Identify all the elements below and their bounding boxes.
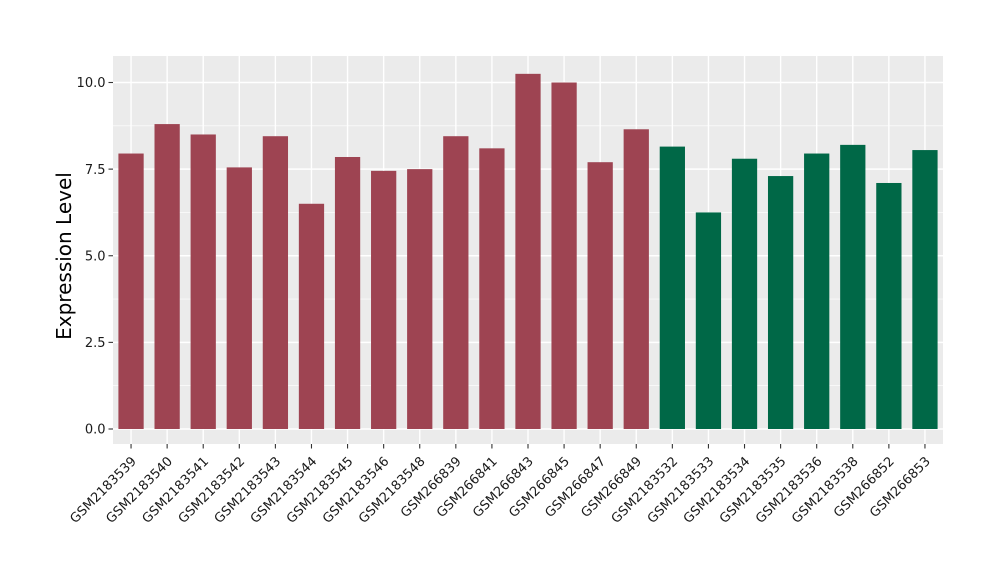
bar-GSM2183536: [804, 153, 830, 429]
y-tick-label: 7.5: [85, 163, 106, 178]
y-tick-label: 0.0: [85, 423, 106, 438]
bar-GSM2183533: [695, 212, 722, 429]
bar-GSM2183538: [840, 144, 866, 429]
bar-GSM2183544: [298, 203, 325, 429]
bar-GSM266849: [623, 129, 649, 429]
bar-GSM266845: [551, 82, 577, 429]
bar-GSM2183532: [659, 146, 685, 430]
bar-GSM266847: [587, 162, 613, 429]
y-tick-label: 10.0: [77, 76, 106, 91]
bar-GSM2183546: [371, 170, 397, 430]
bar-GSM2183543: [262, 136, 289, 429]
y-tick-label: 2.5: [85, 336, 106, 351]
bar-GSM2183541: [190, 134, 216, 429]
bar-GSM266852: [876, 182, 902, 429]
y-tick-label: 5.0: [85, 249, 106, 264]
bar-GSM2183540: [154, 124, 180, 429]
bar-GSM266843: [515, 73, 541, 430]
bars-layer: [118, 73, 938, 430]
bar-GSM266839: [443, 136, 469, 429]
bar-GSM2183535: [767, 176, 794, 429]
y-axis-title: Expression Level: [52, 172, 76, 340]
bar-GSM266853: [912, 150, 938, 429]
bar-GSM2183534: [731, 158, 758, 430]
bar-GSM2183548: [407, 169, 433, 429]
bar-GSM2183539: [118, 153, 144, 429]
bar-GSM2183545: [334, 156, 361, 429]
bar-GSM2183542: [226, 167, 252, 429]
bar-GSM266841: [479, 148, 505, 429]
